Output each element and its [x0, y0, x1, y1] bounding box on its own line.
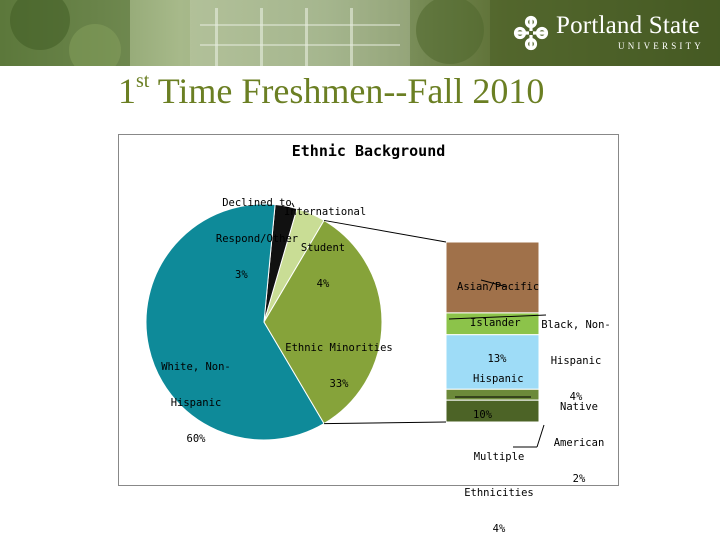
label-black-value: 4% [569, 391, 583, 403]
slide-title: 1st Time Freshmen--Fall 2010 [118, 70, 544, 112]
label-black: Black, Non- Hispanic 4% [537, 295, 615, 427]
label-asian: Asian/Pacific Islander 13% [457, 257, 540, 389]
leader-line-asian [480, 279, 508, 288]
label-white-line2: Hispanic [170, 397, 222, 409]
bar-segment-multiple [445, 399, 540, 423]
label-international-line1: International [284, 206, 367, 218]
label-hispanic: Hispanic 10% [473, 349, 543, 445]
label-multiple-value: 4% [492, 523, 506, 535]
university-subtitle: UNIVERSITY [618, 41, 704, 51]
bar-segment-asian-pacific [445, 241, 540, 314]
psu-interlocking-logo-icon [512, 14, 550, 52]
title-superscript: st [136, 70, 150, 92]
label-white: White, Non- Hispanic 60% [141, 337, 251, 469]
label-minorities-line1: Ethnic Minorities [285, 342, 393, 354]
label-multiple-line2: Ethnicities [464, 487, 534, 499]
label-declined-line2: Respond/Other [215, 233, 299, 245]
label-asian-value: 13% [487, 353, 507, 365]
chart-area: Ethnic Background White, Non- Hispanic 6… [118, 134, 619, 535]
label-native-line2: American [553, 437, 605, 449]
label-hispanic-value: 10% [473, 409, 492, 421]
label-white-line1: White, Non- [161, 361, 231, 373]
university-name: Portland State [556, 12, 700, 39]
pie-chart-svg [145, 202, 547, 448]
leader-line-multiple-2 [536, 424, 545, 448]
leader-line-black [448, 314, 547, 320]
connector-line-bottom [324, 421, 447, 425]
label-black-line1: Black, Non- [541, 319, 611, 331]
label-hispanic-line1: Hispanic [473, 373, 524, 385]
label-native: Native American 2% [539, 377, 619, 509]
label-international: International Student 4% [284, 182, 367, 314]
pie-slice-white [145, 203, 325, 441]
label-native-value: 2% [572, 473, 586, 485]
title-rest: Time Freshmen--Fall 2010 [149, 71, 545, 111]
label-native-line1: Native [560, 401, 598, 413]
chart-title: Ethnic Background [291, 142, 446, 160]
label-declined: Declined to Respond/Other 3% [207, 173, 307, 305]
leader-line-international [291, 202, 295, 208]
label-international-value: 4% [316, 278, 330, 290]
pie-slice-ethnic-minorities [263, 219, 383, 425]
label-white-value: 60% [186, 433, 206, 445]
label-black-line2: Hispanic [550, 355, 602, 367]
label-multiple: Multiple Ethnicities 4% [459, 427, 539, 559]
label-multiple-line1: Multiple [473, 451, 525, 463]
label-minorities: Ethnic Minorities 33% [279, 318, 399, 414]
header-banner: Portland State UNIVERSITY [0, 0, 720, 66]
label-minorities-value: 33% [329, 378, 349, 390]
label-international-line2: Student [300, 242, 346, 254]
label-declined-value: 3% [235, 269, 248, 281]
label-asian-line2: Islander [470, 317, 521, 329]
label-declined-line1: Declined to [222, 197, 292, 209]
connector-line-top [323, 219, 447, 243]
label-asian-line1: Asian/Pacific [457, 281, 540, 293]
title-prefix: 1 [118, 71, 136, 111]
